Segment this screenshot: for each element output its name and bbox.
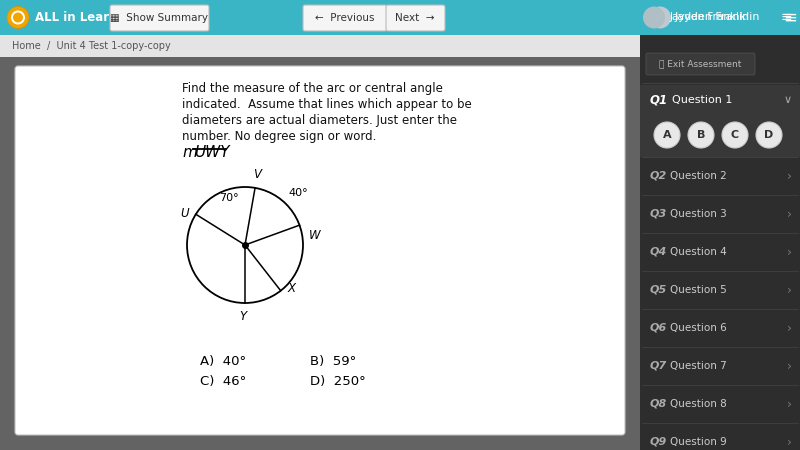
Text: ≡: ≡ [783,9,797,27]
Text: Question 9: Question 9 [670,437,726,447]
Text: Q7: Q7 [650,361,667,371]
Text: diameters are actual diameters. Just enter the: diameters are actual diameters. Just ent… [182,114,457,127]
Text: Q8: Q8 [650,399,667,409]
Text: D: D [764,130,774,140]
Text: X: X [288,282,296,295]
Text: number. No degree sign or word.: number. No degree sign or word. [182,130,376,143]
Text: V: V [253,168,261,181]
FancyBboxPatch shape [15,66,625,435]
Circle shape [649,6,671,28]
FancyBboxPatch shape [110,5,209,31]
Text: ⏻ Exit Assessment: ⏻ Exit Assessment [659,59,741,68]
Text: ›: › [787,397,792,410]
Circle shape [722,122,748,148]
Text: D)  250°: D) 250° [310,375,366,388]
FancyBboxPatch shape [386,5,445,31]
FancyBboxPatch shape [303,5,387,31]
Text: ≡: ≡ [780,10,792,24]
Text: ›: › [787,321,792,334]
Text: B)  59°: B) 59° [310,356,356,369]
Text: ∨: ∨ [784,95,792,105]
Text: C: C [731,130,739,140]
Text: ▦  Show Summary: ▦ Show Summary [110,13,209,23]
Text: Q2: Q2 [650,171,667,181]
Text: Question 4: Question 4 [670,247,726,257]
Circle shape [654,122,680,148]
Bar [0,0,800,35]
Text: ›: › [787,284,792,297]
Text: 40°: 40° [289,188,308,198]
Text: Question 5: Question 5 [670,285,726,295]
Bar [640,0,800,35]
Text: Q3: Q3 [650,209,667,219]
Text: Q5: Q5 [650,285,667,295]
Text: Question 3: Question 3 [670,209,726,219]
Circle shape [688,122,714,148]
Text: ›: › [787,436,792,449]
Text: 70°: 70° [219,194,238,203]
Circle shape [756,122,782,148]
Circle shape [643,6,665,28]
Circle shape [11,10,25,24]
Text: Find the measure of the arc or central angle: Find the measure of the arc or central a… [182,82,443,95]
Text: ›: › [787,360,792,373]
Text: Next  →: Next → [395,13,434,23]
Text: Jayden Franklin: Jayden Franklin [670,13,750,22]
Text: ←  Previous: ← Previous [315,13,374,23]
Text: Home  /  Unit 4 Test 1-copy-copy: Home / Unit 4 Test 1-copy-copy [12,41,170,51]
Text: UWY: UWY [194,145,230,160]
Text: U: U [180,207,189,220]
Bar [0,35,640,57]
Text: ›: › [787,207,792,220]
Text: m: m [182,145,197,160]
Circle shape [13,13,23,22]
Text: ALL in Learning: ALL in Learning [35,11,138,24]
Text: indicated.  Assume that lines which appear to be: indicated. Assume that lines which appea… [182,98,472,111]
Text: A)  40°: A) 40° [200,356,246,369]
Text: A: A [662,130,671,140]
Text: Q1: Q1 [650,94,668,107]
Text: Question 7: Question 7 [670,361,726,371]
Bar [640,85,800,157]
Text: Question 6: Question 6 [670,323,726,333]
FancyBboxPatch shape [646,53,755,75]
Bar [640,0,800,450]
Text: ›: › [787,170,792,183]
Text: Q9: Q9 [650,437,667,447]
Text: Question 1: Question 1 [672,95,732,105]
Text: B: B [697,130,705,140]
Text: Question 8: Question 8 [670,399,726,409]
Bar [0,57,640,450]
Text: Jayden Franklin: Jayden Franklin [675,13,761,22]
Circle shape [7,6,29,28]
Text: Q6: Q6 [650,323,667,333]
Text: Y: Y [239,310,246,323]
Text: W: W [309,229,320,242]
Text: C)  46°: C) 46° [200,375,246,388]
Text: Q4: Q4 [650,247,667,257]
Text: ›: › [787,246,792,258]
Text: Question 2: Question 2 [670,171,726,181]
